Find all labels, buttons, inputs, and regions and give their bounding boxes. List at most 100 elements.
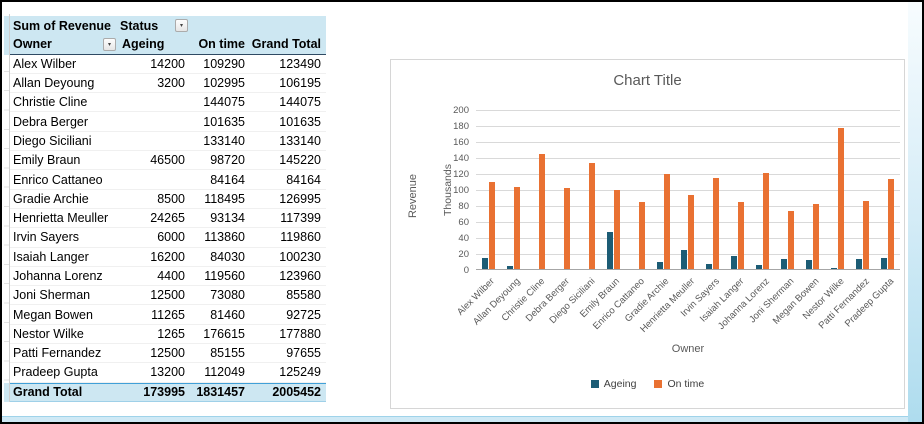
pivot-cell[interactable]: 113860	[204, 230, 245, 245]
bar-on-time[interactable]	[488, 181, 495, 269]
pivot-cell[interactable]: 85155	[210, 346, 245, 361]
pivot-cell[interactable]: 133140	[203, 133, 245, 148]
pivot-cell[interactable]: 97655	[286, 346, 321, 361]
status-filter-dropdown[interactable]: ▾	[175, 19, 188, 33]
bar-on-time[interactable]	[538, 153, 545, 269]
bar-on-time[interactable]	[763, 173, 770, 269]
pivot-cell[interactable]: 98720	[210, 153, 245, 168]
bar-ageing[interactable]	[756, 265, 763, 269]
chart-legend[interactable]: Ageing On time	[391, 378, 904, 390]
bar-ageing[interactable]	[831, 268, 838, 269]
legend-item[interactable]: Ageing	[590, 378, 636, 390]
grand-total-cell[interactable]: Grand Total	[13, 385, 83, 400]
pivot-cell[interactable]: Gradie Archie	[13, 191, 89, 206]
pivot-cell[interactable]: 177880	[279, 326, 321, 341]
bar-on-time[interactable]	[713, 177, 720, 269]
pivot-cell[interactable]: 3200	[157, 76, 185, 91]
bar-on-time[interactable]	[838, 127, 845, 269]
pivot-cell[interactable]: Enrico Cattaneo	[13, 172, 103, 187]
bar-on-time[interactable]	[738, 201, 745, 269]
bar-ageing[interactable]	[781, 259, 788, 269]
bar-ageing[interactable]	[806, 260, 813, 269]
pivot-cell[interactable]: 144075	[279, 95, 321, 110]
bar-ageing[interactable]	[656, 262, 663, 269]
pivot-cell[interactable]: 123960	[279, 269, 321, 283]
pivot-cell[interactable]: Diego Siciliani	[13, 133, 92, 148]
pivot-cell[interactable]: 101635	[279, 114, 321, 129]
pivot-cell[interactable]: Christie Cline	[13, 95, 88, 110]
pivot-cell[interactable]: 12500	[150, 346, 185, 361]
pivot-cell[interactable]: Debra Berger	[13, 114, 89, 129]
pivot-cell[interactable]: 1265	[157, 326, 185, 341]
pivot-column-field-cell[interactable]: Status ▾	[120, 16, 190, 35]
legend-item[interactable]: On time	[654, 378, 704, 390]
pivot-cell[interactable]: 81460	[210, 307, 245, 322]
pivot-cell[interactable]: 46500	[150, 153, 185, 168]
bar-on-time[interactable]	[813, 203, 820, 269]
pivot-cell[interactable]: 100230	[279, 249, 321, 264]
bar-on-time[interactable]	[588, 162, 595, 269]
grand-total-cell[interactable]: 173995	[143, 385, 185, 400]
bar-ageing[interactable]	[881, 258, 888, 269]
pivot-cell[interactable]: Patti Fernandez	[13, 346, 102, 361]
x-axis-title[interactable]: Owner	[671, 343, 705, 355]
bar-on-time[interactable]	[613, 190, 620, 269]
pivot-cell[interactable]: Emily Braun	[13, 153, 81, 168]
pivot-cell[interactable]: Joni Sherman	[13, 288, 91, 303]
pivot-cell[interactable]: 101635	[203, 114, 245, 129]
pivot-values-field[interactable]: Sum of Revenue	[13, 18, 111, 33]
column-header-on-time[interactable]: On time	[198, 37, 245, 52]
pivot-cell[interactable]: 112049	[204, 365, 245, 380]
pivot-cell[interactable]: 118495	[204, 191, 245, 206]
bar-ageing[interactable]	[731, 256, 738, 269]
pivot-cell[interactable]: 24265	[150, 211, 185, 226]
pivot-cell[interactable]: 119560	[204, 269, 245, 283]
bar-ageing[interactable]	[681, 249, 688, 269]
bar-on-time[interactable]	[863, 200, 870, 269]
bar-on-time[interactable]	[563, 187, 570, 269]
bar-ageing[interactable]	[856, 259, 863, 269]
chart-title[interactable]: Chart Title	[613, 72, 682, 89]
grand-total-cell[interactable]: 2005452	[272, 385, 321, 400]
pivot-cell[interactable]: 14200	[150, 56, 185, 71]
pivot-cell[interactable]: 126995	[279, 191, 321, 206]
pivot-cell[interactable]: 12500	[150, 288, 185, 303]
pivot-cell[interactable]: 85580	[286, 288, 321, 303]
pivot-cell[interactable]: 93134	[210, 211, 245, 226]
pivot-cell[interactable]: 11265	[151, 307, 185, 322]
pivot-cell[interactable]: 8500	[157, 191, 185, 206]
pivot-cell[interactable]	[120, 112, 190, 130]
pivot-cell[interactable]: 144075	[203, 95, 245, 110]
pivot-cell[interactable]: 84164	[210, 172, 245, 187]
pivot-cell[interactable]: 13200	[150, 365, 185, 380]
pivot-chart[interactable]: Chart Title Revenue Thousands 0 20 40 60 80 1…	[390, 59, 905, 409]
pivot-cell[interactable]: 145220	[279, 153, 321, 168]
column-header-ageing[interactable]: Ageing	[122, 37, 165, 52]
pivot-cell[interactable]: 176615	[203, 326, 245, 341]
pivot-cell[interactable]: 117399	[280, 211, 321, 226]
pivot-header-empty-cell[interactable]	[250, 16, 326, 35]
bar-on-time[interactable]	[638, 201, 645, 269]
bar-on-time[interactable]	[888, 179, 895, 269]
pivot-cell[interactable]: 92725	[286, 307, 321, 322]
pivot-cell[interactable]: 102995	[203, 76, 245, 91]
column-header-grand-total[interactable]: Grand Total	[251, 37, 321, 52]
bar-ageing[interactable]	[706, 264, 713, 269]
pivot-cell[interactable]: 4400	[157, 269, 185, 283]
pivot-cell[interactable]: Allan Deyoung	[13, 76, 95, 91]
pivot-cell[interactable]: 106195	[279, 76, 321, 91]
pivot-cell[interactable]: 119860	[280, 230, 321, 245]
pivot-cell[interactable]: Megan Bowen	[13, 307, 93, 322]
owner-filter-dropdown[interactable]: ▾	[103, 37, 116, 51]
plot-area[interactable]	[476, 110, 900, 270]
pivot-cell[interactable]: Pradeep Gupta	[13, 365, 98, 380]
bar-ageing[interactable]	[506, 266, 513, 269]
pivot-cell[interactable]: 16200	[150, 249, 185, 264]
pivot-header-empty-cell[interactable]	[190, 16, 250, 35]
pivot-cell[interactable]: 109290	[203, 56, 245, 71]
bar-on-time[interactable]	[788, 210, 795, 269]
pivot-cell[interactable]	[120, 93, 190, 111]
pivot-cell[interactable]: 84164	[286, 172, 321, 187]
pivot-cell[interactable]: 123490	[279, 56, 321, 71]
pivot-cell[interactable]: 125249	[279, 365, 321, 380]
